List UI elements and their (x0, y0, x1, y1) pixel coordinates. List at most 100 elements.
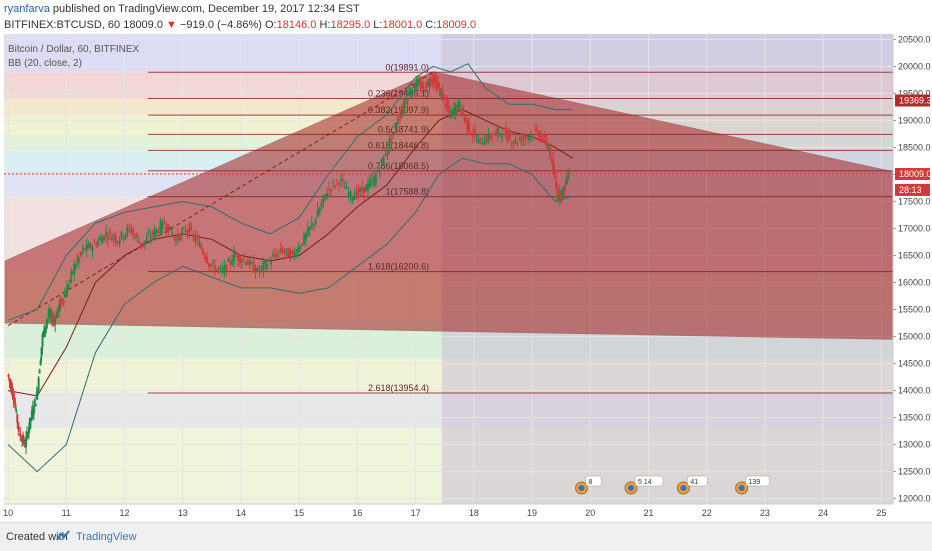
candle-body (279, 247, 282, 252)
candle-body (397, 119, 400, 121)
event-flag-icon[interactable]: 8 (575, 475, 602, 495)
y-tick-label: 12000.0 (898, 494, 931, 504)
candle-body (448, 110, 451, 112)
candle-body (363, 187, 366, 194)
candle-body (555, 181, 558, 188)
candle-body (163, 223, 166, 225)
candle-body (318, 208, 321, 214)
x-tick-label: 18 (469, 508, 479, 518)
event-badge (745, 475, 770, 487)
event-dot (578, 485, 585, 491)
candle-body (32, 410, 35, 415)
candle-body (361, 186, 364, 192)
candle-body (70, 270, 73, 277)
candle-body (568, 171, 571, 173)
candle-body (149, 236, 152, 240)
candle-body (547, 148, 550, 150)
x-tick-label: 11 (62, 508, 71, 518)
price-chart[interactable]: 0(19891.0) 0.236(19405.1) 0.382(19097.9) 0.… (0, 34, 932, 522)
x-tick-label: 12 (120, 508, 130, 518)
candle-body (244, 262, 247, 265)
candle-body (227, 258, 230, 262)
events[interactable]: 8 5 14 41 139 (575, 475, 770, 495)
candle-body (178, 235, 181, 241)
candle-body (25, 437, 28, 447)
candle-body (15, 410, 18, 412)
candle-body (516, 142, 519, 144)
candle-body (52, 317, 55, 321)
candle-body (324, 194, 327, 197)
candle-body (369, 179, 372, 187)
candle-body (359, 188, 362, 193)
candle-body (365, 184, 368, 192)
candle-body (275, 254, 278, 257)
candle-body (101, 237, 104, 245)
candle-body (205, 257, 208, 263)
indicator-label[interactable]: BB (20, close, 2) (8, 58, 82, 69)
candle-body (431, 78, 434, 81)
candle-body (441, 91, 444, 101)
author-link[interactable]: ryanfarva (4, 3, 50, 15)
candle-body (437, 82, 440, 88)
candle-body (432, 77, 435, 84)
candle-body (266, 264, 269, 270)
candle-body (165, 226, 168, 231)
candle-body (460, 112, 463, 115)
candle-body (240, 260, 243, 262)
candle-body (481, 143, 484, 145)
event-flag-icon[interactable]: 5 14 (624, 475, 664, 495)
fib-label: 0.786(18068.5) (368, 161, 429, 171)
candle-body (20, 439, 23, 441)
candle-body (316, 209, 319, 218)
y-tick-label: 13000.0 (898, 440, 931, 450)
candle-body (242, 258, 245, 260)
candle-body (128, 226, 131, 228)
fib-retracement[interactable]: 0(19891.0) 0.236(19405.1) 0.382(19097.9) 0.… (7, 62, 893, 394)
fib-label: 0(19891.0) (386, 62, 430, 72)
candle-body (461, 106, 464, 115)
event-flag-icon[interactable]: 41 (676, 475, 708, 495)
candle-body (440, 90, 443, 95)
candle-body (233, 252, 236, 262)
candle-body (295, 254, 298, 256)
candle-body (489, 135, 492, 139)
candle-body (345, 186, 348, 189)
candle-body (396, 122, 399, 126)
candle-body (549, 147, 552, 158)
candle-body (26, 435, 29, 437)
last-price: 18009.0 (123, 19, 163, 31)
price-label-text: 28:13 (899, 185, 922, 195)
candle-body (196, 236, 199, 240)
candle-body (388, 139, 391, 150)
candle-body (458, 104, 461, 108)
low-label: L: (373, 19, 383, 31)
candle-body (400, 110, 403, 117)
price-change: −919.0 (−4.86%) (179, 19, 262, 31)
candle-body (172, 236, 175, 238)
y-tick-label: 17500.0 (898, 196, 931, 206)
candle-body (38, 369, 41, 374)
candle-body (215, 269, 218, 271)
tradingview-brand[interactable]: TradingView (76, 531, 137, 543)
candle-body (260, 266, 263, 268)
bb-upper-band (7, 63, 573, 321)
event-flag-icon[interactable]: 139 (735, 475, 770, 495)
candle-body (132, 230, 135, 235)
candle-body (12, 395, 15, 401)
candle-body (524, 134, 527, 138)
candle-body (223, 265, 226, 273)
candle-body (250, 262, 253, 264)
candle-body (563, 189, 566, 191)
candle-body (562, 186, 565, 191)
candle-body (114, 236, 117, 242)
candle-body (192, 234, 195, 236)
event-dot (628, 485, 635, 491)
candle-body (59, 300, 62, 306)
x-axis-area (0, 504, 932, 522)
candle-body (434, 75, 437, 82)
candle-body (416, 80, 419, 87)
candle-body (447, 106, 450, 111)
price-label-text: 18009.0 (899, 169, 932, 179)
candle-body (418, 82, 421, 84)
publish-info: published on TradingView.com, December 1… (49, 3, 360, 15)
